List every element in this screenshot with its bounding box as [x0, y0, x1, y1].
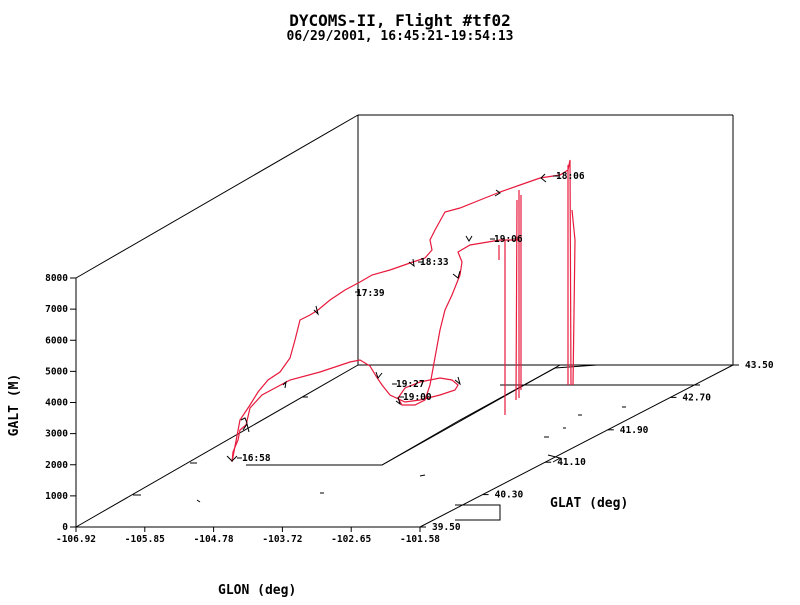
x-tick-label: -103.72: [262, 534, 302, 545]
flight-path: [231, 159, 576, 463]
time-label: 16:58: [242, 453, 271, 464]
direction-arrows: [226, 173, 547, 462]
x-ticks: -106.92 -105.85 -104.78 -103.72 -102.65 -101.…: [56, 527, 440, 545]
x-tick-label: -106.92: [56, 534, 96, 545]
ground-track: [246, 364, 700, 521]
ground-marks: [133, 396, 626, 503]
plot-frame: [75, 114, 734, 528]
z-tick-label: 8000: [45, 273, 68, 284]
time-labels: 17:39 18:06 18:33 19:00 19:06 19:27 16:5…: [237, 171, 585, 464]
x-tick-label: -101.58: [400, 534, 440, 545]
y-tick-label: 40.30: [495, 490, 524, 501]
y-tick-label: 39.50: [432, 522, 461, 533]
z-tick-label: 7000: [45, 304, 68, 315]
y-tick-label: 43.50: [745, 360, 774, 371]
chart-subtitle: 06/29/2001, 16:45:21-19:54:13: [287, 29, 514, 44]
time-label: 19:27: [396, 379, 425, 390]
y-ticks: 39.50 40.30 41.10 41.90 42.70 43.50: [420, 360, 774, 533]
chart-title: DYCOMS-II, Flight #tf02: [289, 11, 511, 30]
x-tick-label: -105.85: [125, 534, 165, 545]
time-label: 17:39: [356, 288, 385, 299]
z-ticks: 0 1000 2000 3000 4000 5000 6000 7000 8000: [45, 273, 76, 533]
time-label: 18:06: [556, 171, 585, 182]
z-tick-label: 2000: [45, 460, 68, 471]
z-tick-label: 4000: [45, 398, 68, 409]
x-tick-label: -104.78: [194, 534, 234, 545]
y-tick-label: 41.10: [557, 457, 586, 468]
z-tick-label: 0: [62, 522, 68, 533]
time-label: 19:00: [403, 392, 432, 403]
z-axis-label: GALT (M): [7, 374, 22, 437]
z-tick-label: 1000: [45, 491, 68, 502]
y-tick-label: 42.70: [682, 392, 711, 403]
y-tick-label: 41.90: [620, 425, 649, 436]
y-axis-label: GLAT (deg): [550, 496, 628, 511]
z-tick-label: 3000: [45, 429, 68, 440]
x-tick-label: -102.65: [331, 534, 371, 545]
x-axis-label: GLON (deg): [218, 583, 296, 598]
flight-path-segment: [231, 159, 576, 463]
time-label: 19:06: [494, 234, 523, 245]
z-tick-label: 6000: [45, 335, 68, 346]
z-tick-label: 5000: [45, 366, 68, 377]
time-label: 18:33: [420, 257, 449, 268]
